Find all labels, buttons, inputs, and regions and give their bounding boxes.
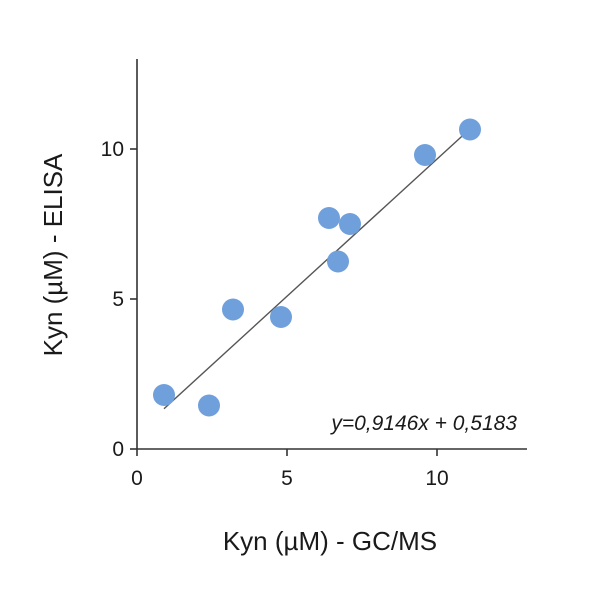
y-tick-label: 5 bbox=[112, 288, 124, 311]
regression-equation: y=0,9146x + 0,5183 bbox=[329, 412, 517, 435]
x-axis-label: Kyn (µM) - GC/MS bbox=[223, 526, 437, 556]
data-point bbox=[198, 394, 220, 417]
y-tick-label: 10 bbox=[101, 138, 124, 161]
trendline bbox=[163, 128, 471, 410]
x-tick-label: 10 bbox=[425, 467, 448, 490]
data-point bbox=[339, 213, 361, 235]
axes bbox=[136, 59, 527, 450]
data-point bbox=[222, 298, 244, 321]
y-axis-label: Kyn (µM) - ELISA bbox=[38, 153, 68, 356]
regression-line bbox=[163, 128, 471, 410]
data-point bbox=[459, 118, 481, 141]
x-tick-label: 0 bbox=[131, 467, 143, 490]
data-point bbox=[318, 207, 340, 229]
y-tick-label: 0 bbox=[112, 438, 124, 461]
data-points bbox=[153, 118, 481, 417]
x-tick-label: 5 bbox=[281, 467, 293, 490]
data-point bbox=[327, 250, 349, 273]
data-point bbox=[270, 306, 292, 328]
data-point bbox=[153, 384, 175, 406]
ticks: 0 5 10 0 5 10 bbox=[101, 138, 449, 490]
data-point bbox=[414, 144, 436, 166]
